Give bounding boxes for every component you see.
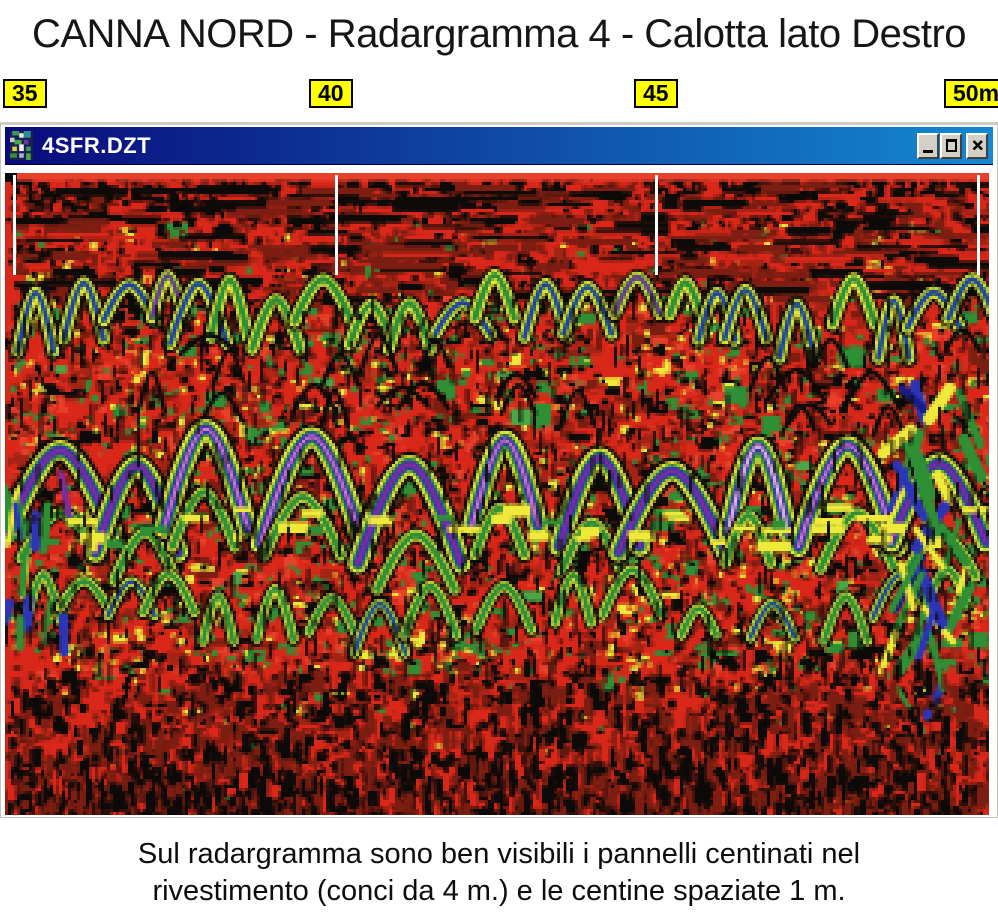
window-controls [916, 132, 988, 159]
distance-marker-35: 35 [3, 79, 47, 108]
close-button[interactable] [966, 132, 988, 159]
distance-marker-45: 45 [634, 79, 678, 108]
radargram-canvas [5, 173, 989, 815]
tick-45 [655, 175, 658, 275]
tick-35 [13, 175, 16, 275]
distance-marker-40: 40 [309, 79, 353, 108]
tick-40 [335, 175, 338, 275]
window-titlebar[interactable]: 4SFR.DZT [5, 127, 993, 165]
minimize-icon [923, 149, 933, 153]
close-icon [972, 140, 983, 151]
caption-line2: rivestimento (conci da 4 m.) e le centin… [152, 875, 846, 907]
caption-line1: Sul radargramma sono ben visibili i pann… [137, 838, 861, 870]
distance-marker-50m: 50m [944, 79, 998, 108]
maximize-button[interactable] [940, 132, 962, 159]
app-icon[interactable] [10, 131, 33, 160]
radargram-area [5, 173, 989, 815]
maximize-icon [945, 139, 957, 152]
page-title: CANNA NORD - Radargramma 4 - Calotta lat… [31, 12, 967, 56]
caption: Sul radargramma sono ben visibili i pann… [0, 836, 998, 910]
tick-50m [977, 175, 980, 275]
radargram-window: 4SFR.DZT [0, 122, 998, 818]
window-title: 4SFR.DZT [42, 132, 152, 158]
minimize-button[interactable] [917, 132, 939, 159]
